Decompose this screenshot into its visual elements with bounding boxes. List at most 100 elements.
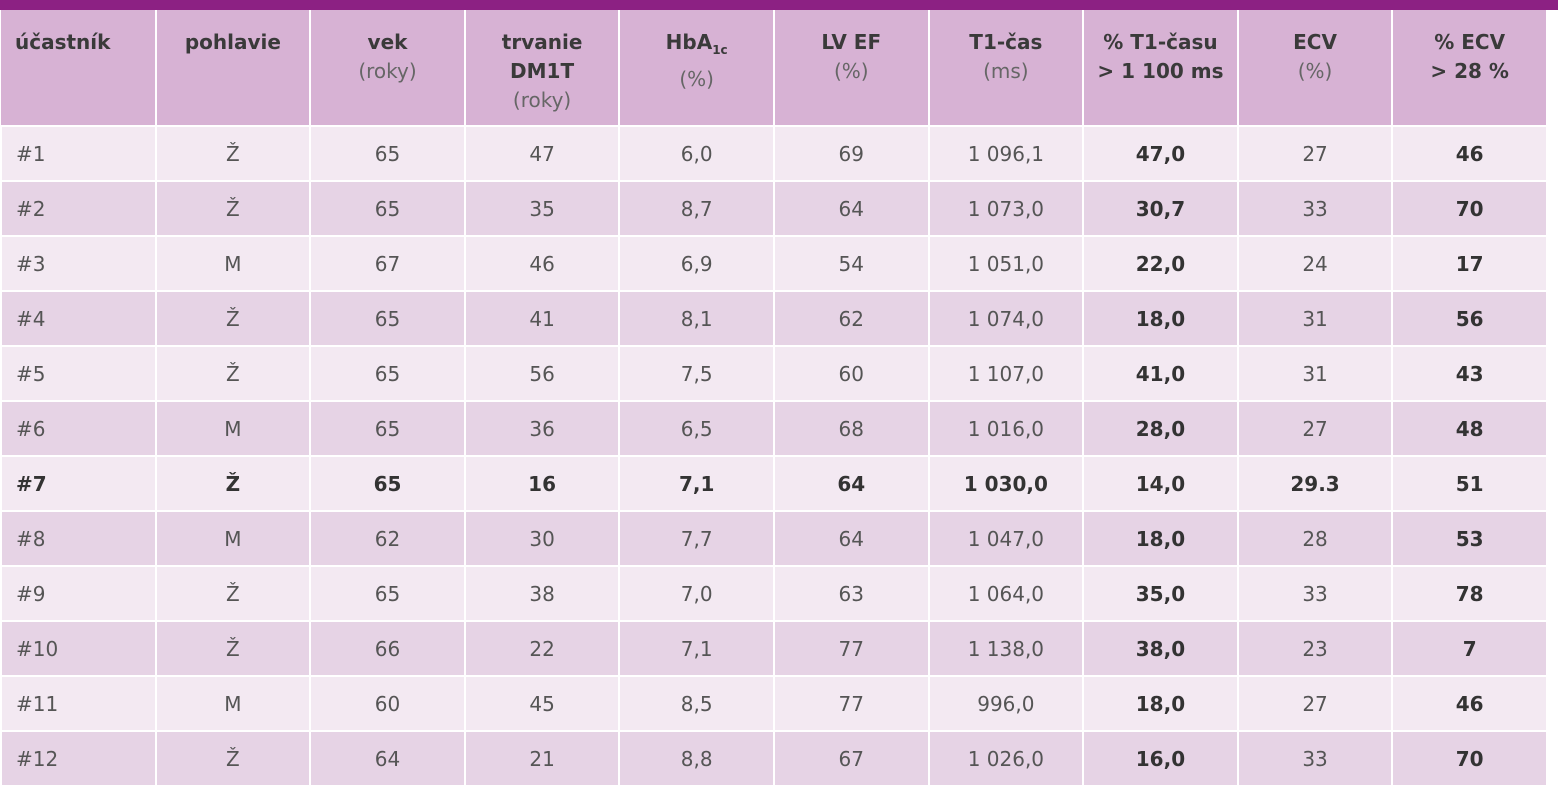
table-cell: 43: [1391, 346, 1548, 402]
table-cell: 8,5: [618, 676, 775, 732]
table-cell: 60: [772, 346, 930, 402]
table-row: #7 Ž 65 16 7,1 64 1 030,0 14,0 29.3 51: [0, 456, 1548, 512]
table-cell: 1 051,0: [927, 236, 1085, 292]
table-cell: 65: [309, 346, 466, 402]
table-cell: 31: [1236, 291, 1394, 347]
table-cell: 68: [772, 401, 930, 457]
header-row: účastník pohlavie vek (roky) trvanie DM1T (rok…: [1, 10, 1548, 127]
table-cell: 64: [772, 181, 930, 237]
table-cell: #12: [0, 731, 157, 787]
header-cell: trvanie DM1T (roky): [463, 10, 621, 127]
table-cell: 6,5: [618, 401, 775, 457]
table-cell: 23: [1236, 621, 1394, 677]
table-cell: 7,7: [618, 511, 775, 567]
table-cell: 35,0: [1082, 566, 1239, 622]
table-cell: 1 026,0: [927, 731, 1085, 787]
table-cell: 63: [772, 566, 930, 622]
header-label: účastník: [15, 30, 111, 54]
header-label: > 28 %: [1430, 59, 1509, 83]
header-cell: ECV (%): [1236, 10, 1394, 127]
header-label: trvanie: [501, 30, 583, 54]
table-cell: Ž: [154, 731, 312, 787]
table-cell: 22,0: [1082, 236, 1239, 292]
table-cell: #4: [0, 291, 157, 347]
table-cell: 27: [1236, 126, 1394, 182]
header-cell: T1-čas (ms): [927, 10, 1085, 127]
table-cell: 38,0: [1082, 621, 1239, 677]
header-label: DM1T: [510, 59, 575, 83]
header-unit: (roky): [512, 88, 572, 112]
table-cell: 64: [309, 731, 466, 787]
table-cell: 51: [1391, 456, 1548, 512]
table-cell: #1: [0, 126, 157, 182]
table-cell: 45: [463, 676, 621, 732]
header-cell: pohlavie: [154, 10, 312, 127]
table-row: #5 Ž 65 56 7,5 60 1 107,0 41,0 31 43: [0, 346, 1548, 402]
table-cell: 65: [309, 126, 466, 182]
table-cell: 56: [1391, 291, 1548, 347]
table-cell: 67: [309, 236, 466, 292]
header-subscript: 1c: [712, 43, 728, 57]
table-cell: 27: [1236, 401, 1394, 457]
header-unit: (%): [679, 67, 714, 91]
table-row: #9 Ž 65 38 7,0 63 1 064,0 35,0 33 78: [0, 566, 1548, 622]
data-table: účastník pohlavie vek (roky) trvanie DM1T (rok…: [0, 10, 1548, 787]
table-cell: 36: [463, 401, 621, 457]
table-cell: 46: [1391, 676, 1548, 732]
table-cell: 8,8: [618, 731, 775, 787]
table-cell: 14,0: [1082, 456, 1239, 512]
table-cell: 64: [772, 456, 930, 512]
header-unit: (%): [833, 59, 869, 83]
table-cell: 62: [772, 291, 930, 347]
table-cell: 1 074,0: [927, 291, 1085, 347]
table-cell: #2: [0, 181, 157, 237]
table-cell: 47: [463, 126, 621, 182]
table-row: #3 M 67 46 6,9 54 1 051,0 22,0 24 17: [0, 236, 1548, 292]
table-cell: 65: [309, 401, 466, 457]
table-cell: #5: [0, 346, 157, 402]
header-label: % ECV: [1434, 30, 1506, 54]
table-cell: 46: [463, 236, 621, 292]
table-cell: 33: [1236, 566, 1394, 622]
table-cell: 1 064,0: [927, 566, 1085, 622]
header-cell: % T1-času > 1 100 ms: [1082, 10, 1239, 127]
table-cell: 8,1: [618, 291, 775, 347]
table-cell: 65: [309, 456, 466, 512]
header-cell: HbA1c (%): [618, 10, 775, 127]
table-cell: 18,0: [1082, 676, 1239, 732]
table-cell: 7,0: [618, 566, 775, 622]
top-bar: [0, 0, 1558, 10]
table-cell: 8,7: [618, 181, 775, 237]
table-cell: 22: [463, 621, 621, 677]
table-cell: #7: [0, 456, 157, 512]
header-unit: (%): [1297, 59, 1333, 83]
table-cell: Ž: [154, 566, 312, 622]
table-cell: #10: [0, 621, 157, 677]
table-cell: 1 107,0: [927, 346, 1085, 402]
table-row: #6 M 65 36 6,5 68 1 016,0 28,0 27 48: [0, 401, 1548, 457]
table-cell: 1 047,0: [927, 511, 1085, 567]
header-cell: vek (roky): [309, 10, 466, 127]
table-row: #12 Ž 64 21 8,8 67 1 026,0 16,0 33 70: [0, 731, 1548, 787]
table-cell: 31: [1236, 346, 1394, 402]
table-cell: 60: [309, 676, 466, 732]
table-cell: 6,0: [618, 126, 775, 182]
header-cell: LV EF (%): [772, 10, 930, 127]
table-cell: 78: [1391, 566, 1548, 622]
table-cell: Ž: [154, 291, 312, 347]
table-cell: #9: [0, 566, 157, 622]
table-cell: 30: [463, 511, 621, 567]
table-cell: 7,1: [618, 456, 775, 512]
table-cell: 24: [1236, 236, 1394, 292]
table-cell: 70: [1391, 181, 1548, 237]
header-unit: (roky): [358, 59, 417, 83]
table-cell: 1 138,0: [927, 621, 1085, 677]
table-cell: 48: [1391, 401, 1548, 457]
table-row: #4 Ž 65 41 8,1 62 1 074,0 18,0 31 56: [0, 291, 1548, 347]
table-cell: 53: [1391, 511, 1548, 567]
table-cell: #11: [0, 676, 157, 732]
table-cell: 67: [772, 731, 930, 787]
table-cell: 30,7: [1082, 181, 1239, 237]
header-cell: účastník: [1, 10, 157, 127]
